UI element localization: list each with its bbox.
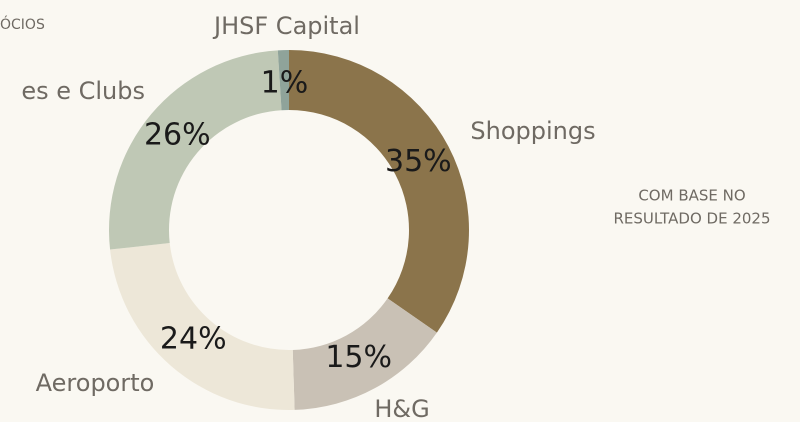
donut-slice [292, 298, 437, 410]
note-line: RESULTADO DE 2025 [613, 210, 770, 228]
note-line: COM BASE NO [638, 187, 745, 205]
category-label: Aeroporto [36, 369, 155, 397]
category-label: es e Clubs [21, 77, 145, 105]
data-label: 24% [160, 322, 227, 357]
data-label: 26% [144, 117, 211, 152]
category-label: JHSF Capital [212, 12, 360, 40]
category-label: Shoppings [470, 117, 595, 145]
donut-slice [277, 50, 289, 111]
data-label: 15% [325, 340, 392, 375]
donut-slice [110, 243, 295, 410]
data-label: 1% [261, 66, 309, 101]
category-label: H&G [374, 395, 429, 422]
donut-slice [109, 50, 282, 250]
section-label: ÓCIOS [0, 15, 45, 33]
data-label: 35% [385, 144, 452, 179]
donut-slice [289, 50, 470, 333]
